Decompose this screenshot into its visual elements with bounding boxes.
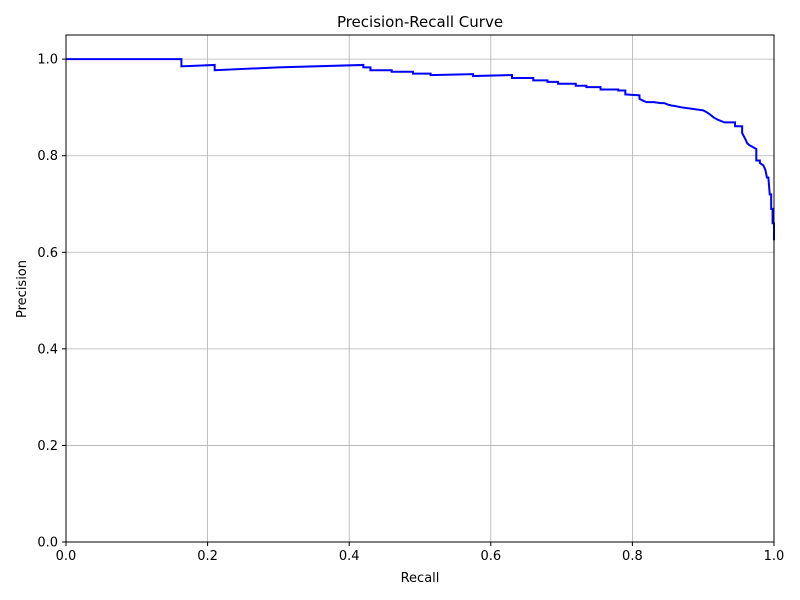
- x-tick-label: 0.8: [622, 549, 643, 564]
- y-tick-label: 0.0: [37, 536, 58, 551]
- y-tick-label: 0.4: [37, 342, 58, 357]
- y-axis-label: Precision: [15, 260, 30, 318]
- plot-frame: [65, 34, 775, 543]
- x-axis-ticks: 0.0 0.2 0.4 0.6 0.8 1.0: [56, 542, 785, 564]
- chart-title: Precision-Recall Curve: [337, 13, 503, 31]
- y-tick-label: 1.0: [37, 53, 58, 68]
- grid: [65, 35, 775, 543]
- x-axis-label: Recall: [401, 571, 440, 586]
- pr-curve-line: [66, 58, 775, 241]
- y-tick-label: 0.8: [37, 149, 58, 164]
- x-tick-label: 0.6: [480, 549, 501, 564]
- y-axis-ticks: 0.0 0.2 0.4 0.6 0.8 1.0: [37, 53, 66, 551]
- x-tick-label: 0.0: [56, 549, 77, 564]
- x-tick-label: 1.0: [764, 549, 785, 564]
- x-tick-label: 0.2: [197, 549, 218, 564]
- curve-layer: [66, 58, 775, 241]
- x-tick-label: 0.4: [339, 549, 360, 564]
- y-tick-label: 0.6: [37, 246, 58, 261]
- y-tick-label: 0.2: [37, 439, 58, 454]
